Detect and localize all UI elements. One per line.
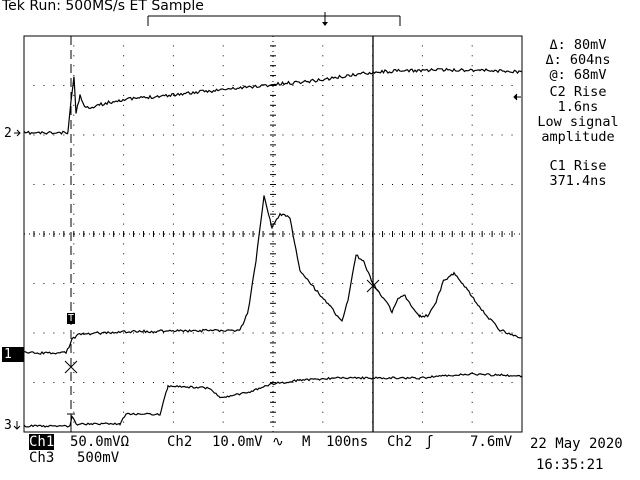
cursor-1-cross	[64, 360, 78, 374]
trigger-level: 7.6mV	[470, 434, 513, 450]
ch3-tick-marker	[67, 413, 75, 428]
c2-rise-value: 1.6ns	[557, 99, 599, 115]
at-voltage-readout: @: 68mV	[549, 67, 607, 83]
trigger-marker: T	[67, 313, 76, 324]
ch2-marker: 2	[4, 126, 12, 141]
cursor-2-cross	[366, 279, 380, 293]
ch1-label[interactable]: Ch1	[29, 434, 55, 450]
date-readout: 22 May 2020	[530, 436, 623, 452]
delta-time-readout: Δ: 604ns	[545, 52, 611, 68]
record-bracket	[147, 15, 401, 26]
ch3-trace	[23, 372, 523, 428]
c1-rise-value: 371.4ns	[549, 173, 607, 189]
amplitude-warning: amplitude	[541, 129, 615, 145]
acquisition-status: Tek Run: 500MS/s ET Sample	[2, 0, 204, 14]
ch3-arrow-icon	[13, 421, 21, 430]
low-signal-warning: Low signal	[537, 114, 619, 130]
ch3-label[interactable]: Ch3	[29, 450, 55, 466]
c1-rise-label: C1 Rise	[549, 158, 607, 174]
time-readout: 16:35:21	[536, 457, 604, 473]
ch2-scale: 10.0mV	[212, 434, 263, 450]
ch3-scale: 500mV	[77, 450, 120, 466]
ch2-arrow-icon	[14, 129, 21, 137]
ch1-marker: 1	[2, 347, 24, 362]
trigger-slope-icon: ʃ	[425, 434, 434, 450]
trigger-position-marker	[322, 12, 328, 26]
timebase-scale[interactable]: 100ns	[326, 434, 369, 450]
ch1-scale: 50.0mVΩ	[70, 434, 130, 450]
delta-voltage-readout: Δ: 80mV	[549, 37, 607, 53]
trigger-level-arrow-icon	[513, 93, 521, 101]
timebase-label: M	[302, 434, 311, 450]
ch3-marker: 3	[4, 418, 12, 433]
c2-rise-label: C2 Rise	[549, 84, 607, 100]
trigger-source: Ch2	[387, 434, 413, 450]
ch1-trace	[23, 195, 523, 355]
ch2-trace	[23, 67, 523, 136]
ch2-label[interactable]: Ch2	[167, 434, 193, 450]
bandwidth-limit-icon: ∿	[272, 434, 284, 450]
graticule	[23, 35, 523, 433]
